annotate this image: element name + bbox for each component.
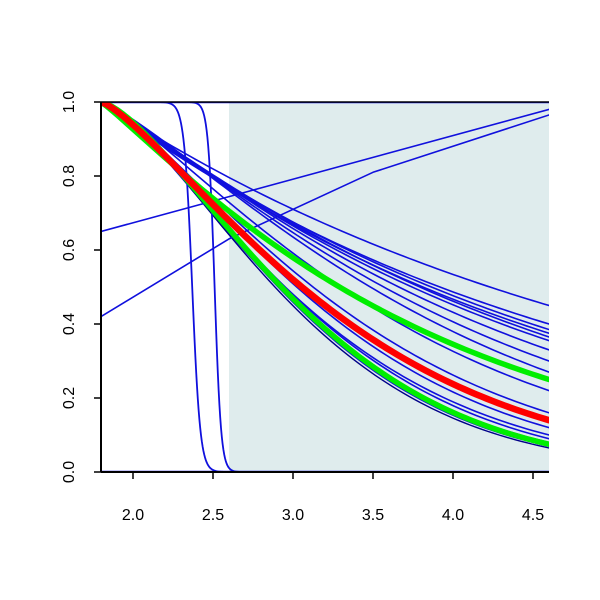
series-line-19: [101, 108, 549, 233]
series-line-6: [101, 102, 549, 342]
y-tick-label: 1.0: [61, 91, 78, 113]
series-line-1: [101, 102, 549, 307]
x-tick-label: 4.0: [442, 507, 464, 524]
x-tick-label: 3.5: [362, 507, 384, 524]
y-tick-label: 0.0: [61, 461, 78, 483]
x-tick-label: 3.0: [282, 507, 304, 524]
series-line-27: [101, 102, 549, 424]
y-tick-label: 0.4: [61, 313, 78, 335]
series-line-9: [101, 102, 549, 373]
series-line-20: [101, 114, 549, 318]
y-tick-label: 0.2: [61, 387, 78, 409]
x-tick-label: 2.5: [202, 507, 224, 524]
y-tick-label: 0.6: [61, 239, 78, 261]
axes-layer: 0.0 0.2 0.4 0.6 0.8 1.0 2.0 2.5 3.0 3.5 4.0 4.5: [61, 91, 549, 524]
shaded-region: [229, 102, 549, 472]
y-tick-label: 0.8: [61, 165, 78, 187]
x-tick-label: 2.0: [122, 507, 144, 524]
x-tick-label: 4.5: [522, 507, 544, 524]
series-layer: [101, 102, 549, 472]
